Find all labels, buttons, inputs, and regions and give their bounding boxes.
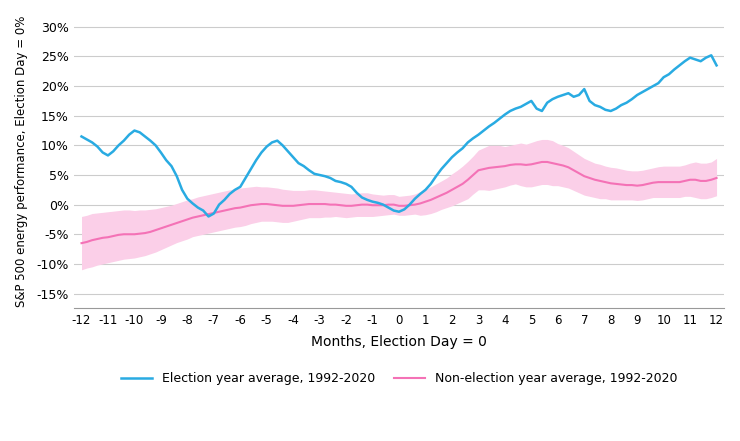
Non-election year average, 1992-2020 — [225, 207, 234, 212]
Election year average, 1992-2020 — [141, 134, 149, 139]
Election year average, 1992-2020 — [675, 63, 684, 68]
Line: Election year average, 1992-2020: Election year average, 1992-2020 — [81, 55, 716, 217]
Non-election year average, 1992-2020 — [505, 162, 514, 168]
Election year average, 1992-2020 — [480, 128, 488, 133]
Non-election year average, 1992-2020 — [141, 231, 149, 236]
Election year average, 1992-2020 — [204, 214, 213, 219]
X-axis label: Months, Election Day = 0: Months, Election Day = 0 — [311, 335, 487, 349]
Non-election year average, 1992-2020 — [712, 176, 721, 181]
Election year average, 1992-2020 — [707, 52, 716, 58]
Legend: Election year average, 1992-2020, Non-election year average, 1992-2020: Election year average, 1992-2020, Non-el… — [115, 367, 682, 390]
Non-election year average, 1992-2020 — [675, 179, 684, 185]
Non-election year average, 1992-2020 — [77, 240, 86, 246]
Non-election year average, 1992-2020 — [347, 203, 356, 209]
Non-election year average, 1992-2020 — [474, 168, 483, 173]
Election year average, 1992-2020 — [511, 106, 520, 111]
Y-axis label: S&P 500 energy performance, Election Day = 0%: S&P 500 energy performance, Election Day… — [15, 16, 28, 307]
Election year average, 1992-2020 — [231, 187, 240, 192]
Election year average, 1992-2020 — [712, 63, 721, 68]
Non-election year average, 1992-2020 — [537, 159, 546, 164]
Election year average, 1992-2020 — [77, 134, 86, 139]
Election year average, 1992-2020 — [352, 190, 361, 195]
Line: Non-election year average, 1992-2020: Non-election year average, 1992-2020 — [81, 162, 716, 243]
